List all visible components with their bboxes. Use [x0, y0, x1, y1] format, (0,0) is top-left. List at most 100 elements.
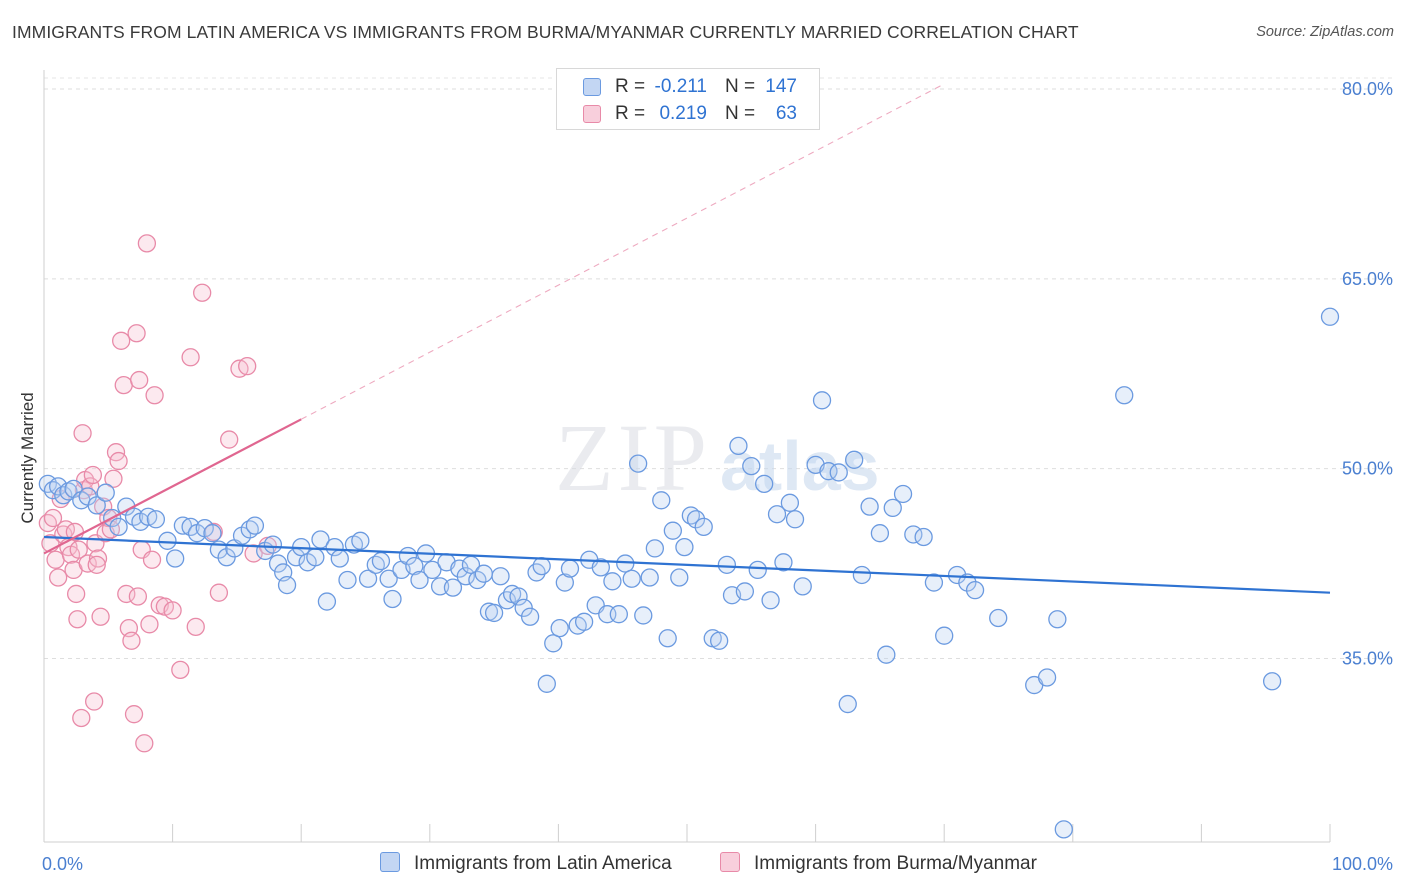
latin-america-point: [474, 564, 493, 583]
burma-trend-line: [43, 418, 302, 555]
latin-america-point: [989, 608, 1008, 628]
latin-america-point: [793, 577, 812, 596]
y-tick-label: 50.0%: [1342, 459, 1393, 479]
latin-america-point: [96, 483, 115, 502]
burma-point: [137, 234, 157, 253]
y-tick-label: 65.0%: [1342, 269, 1393, 289]
legend-item-latin-america[interactable]: Immigrants from Latin America: [380, 852, 672, 875]
latin-america-point: [717, 555, 737, 574]
latin-america-point: [694, 517, 713, 537]
latin-america-point: [405, 556, 424, 576]
burma-point: [68, 610, 87, 629]
chart-title: IMMIGRANTS FROM LATIN AMERICA VS IMMIGRA…: [12, 22, 1079, 42]
latin-america-point: [456, 567, 475, 586]
latin-america-point: [1262, 672, 1282, 691]
burma-point: [140, 615, 159, 634]
legend-swatch-blue: [380, 852, 400, 872]
latin-america-point: [383, 589, 402, 609]
latin-america-point: [634, 606, 653, 625]
latin-america-point: [410, 570, 429, 590]
series-burma-points: [38, 234, 277, 753]
latin-america-point: [761, 591, 780, 610]
n-value: 147: [765, 76, 797, 97]
latin-america-point: [166, 549, 185, 568]
latin-america-point: [1054, 820, 1073, 839]
n-label: N =: [725, 76, 756, 97]
latin-america-point: [330, 549, 349, 568]
latin-america-point: [146, 510, 166, 529]
latin-america-point: [544, 634, 563, 653]
burma-point: [124, 705, 144, 724]
burma-point: [142, 550, 162, 569]
source-label: Source: ZipAtlas.com: [1256, 24, 1394, 40]
latin-america-point: [658, 629, 677, 648]
latin-america-point: [358, 569, 378, 588]
burma-point: [220, 430, 239, 449]
latin-america-point: [774, 553, 793, 572]
latin-america-point: [338, 570, 357, 590]
latin-america-point: [306, 548, 325, 567]
latin-america-point: [443, 578, 463, 597]
latin-america-point: [838, 694, 857, 714]
burma-point: [88, 549, 108, 568]
burma-point: [128, 587, 148, 606]
latin-america-point: [48, 477, 68, 496]
latin-america-point: [574, 612, 594, 631]
watermark-zip: ZIP: [555, 404, 711, 511]
burma-point: [171, 660, 190, 680]
latin-america-point: [947, 565, 967, 585]
latin-america-point: [877, 645, 896, 664]
n-label: N =: [725, 103, 756, 124]
burma-point: [238, 356, 257, 376]
latin-america-point: [710, 631, 729, 650]
n-value: 63: [775, 103, 797, 124]
burma-point: [67, 584, 86, 604]
r-label: R =: [615, 103, 646, 124]
latin-america-point: [675, 537, 694, 557]
latin-america-point: [729, 436, 748, 456]
latin-america-point: [622, 569, 641, 588]
latin-america-point: [958, 573, 977, 592]
axes: [43, 70, 1331, 843]
x-tick-label: 0.0%: [42, 854, 83, 874]
burma-point: [46, 550, 65, 569]
latin-america-point: [317, 592, 337, 611]
latin-america-point: [670, 568, 689, 587]
latin-america-point: [812, 391, 832, 410]
latin-america-point: [203, 524, 222, 543]
legend-label: Immigrants from Burma/Myanmar: [754, 853, 1037, 874]
latin-america-point: [277, 575, 297, 595]
x-tick-label: 100.0%: [1332, 854, 1393, 874]
burma-point: [109, 451, 128, 471]
latin-america-point: [645, 539, 664, 558]
latin-america-point: [755, 474, 774, 493]
burma-point: [145, 386, 164, 405]
latin-america-point: [325, 537, 344, 557]
latin-america-point: [423, 560, 442, 580]
y-tick-label: 80.0%: [1342, 79, 1393, 99]
burma-point: [104, 469, 123, 488]
burma-point: [114, 375, 133, 395]
latin-america-point: [742, 456, 761, 476]
latin-america-point: [663, 521, 683, 540]
latin-america-point: [829, 463, 848, 482]
latin-america-point: [640, 568, 659, 587]
stats-legend: R = -0.211 N = 147 R = 0.219 N = 63: [556, 68, 820, 130]
latin-america-point: [532, 556, 551, 576]
legend-item-burma[interactable]: Immigrants from Burma/Myanmar: [720, 852, 1037, 875]
burma-point: [83, 465, 103, 485]
latin-america-point: [785, 510, 805, 529]
burma-point: [87, 555, 106, 574]
latin-america-point: [603, 572, 622, 591]
watermark: ZIP atlas: [555, 404, 880, 511]
burma-point: [73, 424, 92, 443]
latin-america-point: [780, 493, 800, 512]
burma-trend-extension: [300, 83, 945, 420]
watermark-atlas: atlas: [720, 427, 880, 505]
latin-america-point: [652, 491, 671, 510]
x-tick-labels: 0.0% 100.0%: [42, 854, 1393, 874]
latin-america-point: [852, 565, 872, 585]
latin-america-point: [87, 496, 106, 515]
latin-america-point: [883, 498, 902, 518]
burma-point: [135, 734, 154, 753]
